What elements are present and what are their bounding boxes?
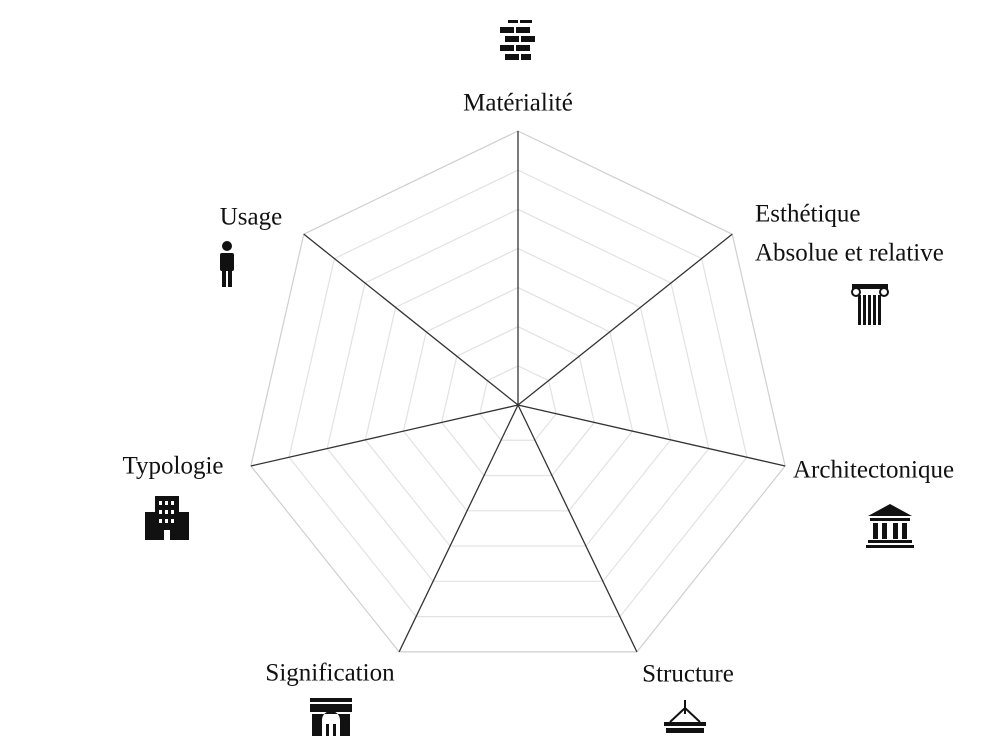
axis-label: Architectonique [793, 457, 954, 484]
axis-line [517, 404, 786, 467]
axis-line [303, 233, 519, 406]
grid-ring [364, 247, 672, 547]
axes [250, 131, 786, 653]
grid-ring [250, 130, 786, 653]
column-icon [851, 284, 889, 325]
axis-label: Absolue et relative [755, 240, 944, 267]
axis-label: Structure [642, 661, 734, 688]
axis-line [398, 404, 519, 653]
axis-line [517, 233, 733, 406]
labels: Matérialité Esthétique Absolue et relative… [122, 90, 954, 688]
temple-icon [866, 504, 914, 548]
axis-label: Typologie [122, 453, 223, 480]
axis-line [517, 404, 638, 653]
grid-ring [326, 208, 710, 582]
grid-ring [441, 326, 595, 477]
grid-ring [288, 169, 748, 618]
brick-icon [500, 20, 535, 60]
axis-label: Signification [265, 660, 395, 687]
axis-line [250, 404, 519, 467]
axis-label: Esthétique [755, 201, 861, 228]
person-icon [220, 241, 234, 287]
icons [145, 20, 914, 736]
grid-ring [479, 365, 557, 441]
arch-icon [310, 698, 352, 736]
axis-label: Matérialité [463, 90, 573, 117]
grid [250, 130, 786, 653]
grid-ring [402, 286, 634, 512]
building-icon [145, 496, 189, 540]
structure-icon [664, 700, 706, 733]
axis-label: Usage [220, 204, 282, 231]
